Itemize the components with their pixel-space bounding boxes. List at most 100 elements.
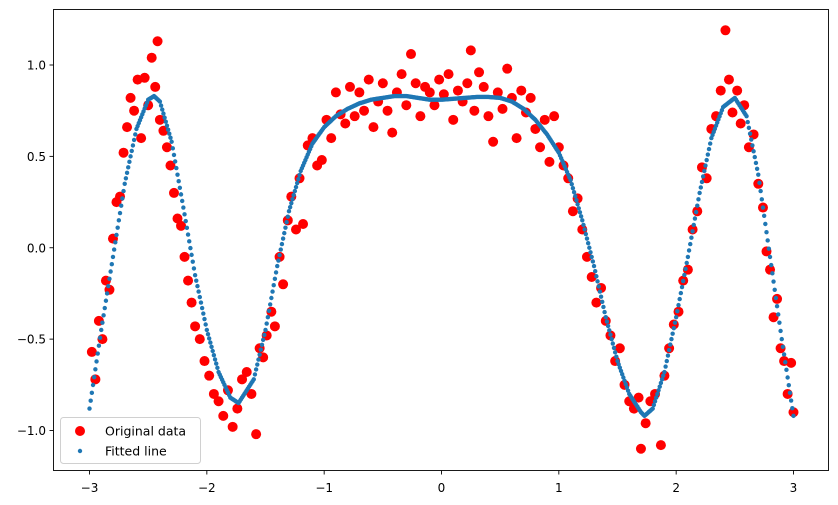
fitted-line-point <box>678 290 684 296</box>
original-data-point <box>492 87 503 98</box>
fitted-line-point <box>788 398 794 403</box>
y-tick-label: 0.5 <box>27 150 46 164</box>
fitted-line-point <box>695 203 700 208</box>
fitted-line-point <box>790 406 795 411</box>
fitted-line-point <box>257 352 262 357</box>
fitted-line-point <box>270 289 275 294</box>
fitted-line-point <box>214 361 219 366</box>
original-data-point <box>474 67 485 78</box>
fitted-line-point <box>680 278 686 284</box>
fitted-line-point <box>182 212 187 217</box>
fitted-line-point <box>191 266 197 271</box>
fitted-line-point <box>104 291 110 296</box>
fitted-line-point <box>160 107 165 112</box>
original-data-point <box>786 357 797 368</box>
fitted-line-point <box>754 166 760 172</box>
fitted-line-point <box>99 327 104 333</box>
original-data-point <box>525 92 536 103</box>
x-tick-label: −3 <box>81 481 99 495</box>
fitted-line-point <box>745 119 750 125</box>
fitted-line-point <box>126 165 131 170</box>
fitted-line-point <box>163 119 168 124</box>
y-tick-label: −1.0 <box>17 424 46 438</box>
fitted-line-point <box>763 221 768 227</box>
original-data-point <box>577 224 588 235</box>
fitted-line-point <box>208 340 213 345</box>
fitted-line-point <box>661 373 666 378</box>
fitted-line-point <box>127 159 132 165</box>
original-data-point <box>640 418 651 429</box>
original-data-point <box>633 392 644 403</box>
axes-frame <box>53 9 829 471</box>
fitted-line-point <box>176 179 181 184</box>
original-data-point <box>377 78 388 89</box>
legend-label-fitted: Fitted line <box>105 444 167 459</box>
fitted-line-point <box>780 344 786 350</box>
original-data-point <box>86 346 97 357</box>
fitted-line-point <box>252 372 258 377</box>
fitted-line-point <box>262 332 267 338</box>
fitted-line-point <box>753 160 759 166</box>
fitted-line-point <box>87 406 92 411</box>
fitted-line-point <box>172 159 178 164</box>
fitted-line-point <box>106 283 111 289</box>
fitted-line-point <box>766 246 772 251</box>
original-data-point <box>586 271 597 282</box>
fitted-line-point <box>783 359 788 365</box>
original-data-point <box>405 49 416 60</box>
y-tick-label: 1.0 <box>27 59 46 73</box>
fitted-line-point <box>263 327 268 333</box>
fitted-line-point <box>114 232 119 238</box>
fitted-line-point <box>585 240 591 246</box>
fitted-line-point <box>684 260 689 266</box>
original-data-point <box>129 105 140 116</box>
fitted-line-point <box>582 227 587 232</box>
original-data-point <box>146 52 157 63</box>
fitted-line-point <box>110 254 116 260</box>
fitted-line-point <box>130 143 136 148</box>
fitted-line-point <box>587 245 592 250</box>
fitted-line-point <box>672 320 678 325</box>
fitted-line-point <box>133 132 138 137</box>
fitted-line-point <box>666 347 672 353</box>
original-data-point <box>179 251 190 262</box>
fitted-line-point <box>747 131 753 136</box>
fitted-line-point <box>124 170 130 176</box>
fitted-line-point <box>189 252 194 258</box>
original-data-point <box>168 187 179 198</box>
fitted-line-point <box>771 279 776 284</box>
fitted-line-point <box>767 254 773 260</box>
fitted-line-point <box>590 259 596 264</box>
fitted-line-point <box>162 115 167 120</box>
fitted-line-point <box>605 323 611 329</box>
fitted-line-point <box>779 336 784 342</box>
fitted-line-point <box>258 347 264 352</box>
original-data-point <box>251 429 262 440</box>
original-data-point <box>732 85 743 96</box>
fitted-line-point <box>761 213 767 218</box>
fitted-line-point <box>692 216 698 221</box>
fitted-line-point <box>293 184 299 190</box>
legend-label-original: Original data <box>105 424 186 439</box>
original-data-point <box>452 85 463 96</box>
fitted-line-point <box>190 259 195 264</box>
fitted-line-point <box>206 336 212 341</box>
fitted-line-point <box>292 188 298 194</box>
fitted-line-point <box>746 125 752 131</box>
fitted-line-point <box>580 218 585 223</box>
x-tick-label: 0 <box>438 481 446 495</box>
fitted-line-point <box>294 180 300 186</box>
original-data-point <box>635 443 646 454</box>
fitted-line-point <box>100 320 105 325</box>
fitted-line-point <box>583 231 589 237</box>
fitted-line-point <box>205 331 211 337</box>
y-tick-label: −0.5 <box>17 333 46 347</box>
original-data-point <box>497 103 508 114</box>
fitted-line-point <box>95 351 100 356</box>
original-data-point <box>161 142 172 153</box>
fitted-line-point <box>591 263 597 269</box>
fitted-line-point <box>569 181 574 187</box>
fitted-line-point <box>607 328 612 333</box>
fitted-line-point <box>668 342 673 347</box>
fitted-line-point <box>181 205 186 210</box>
